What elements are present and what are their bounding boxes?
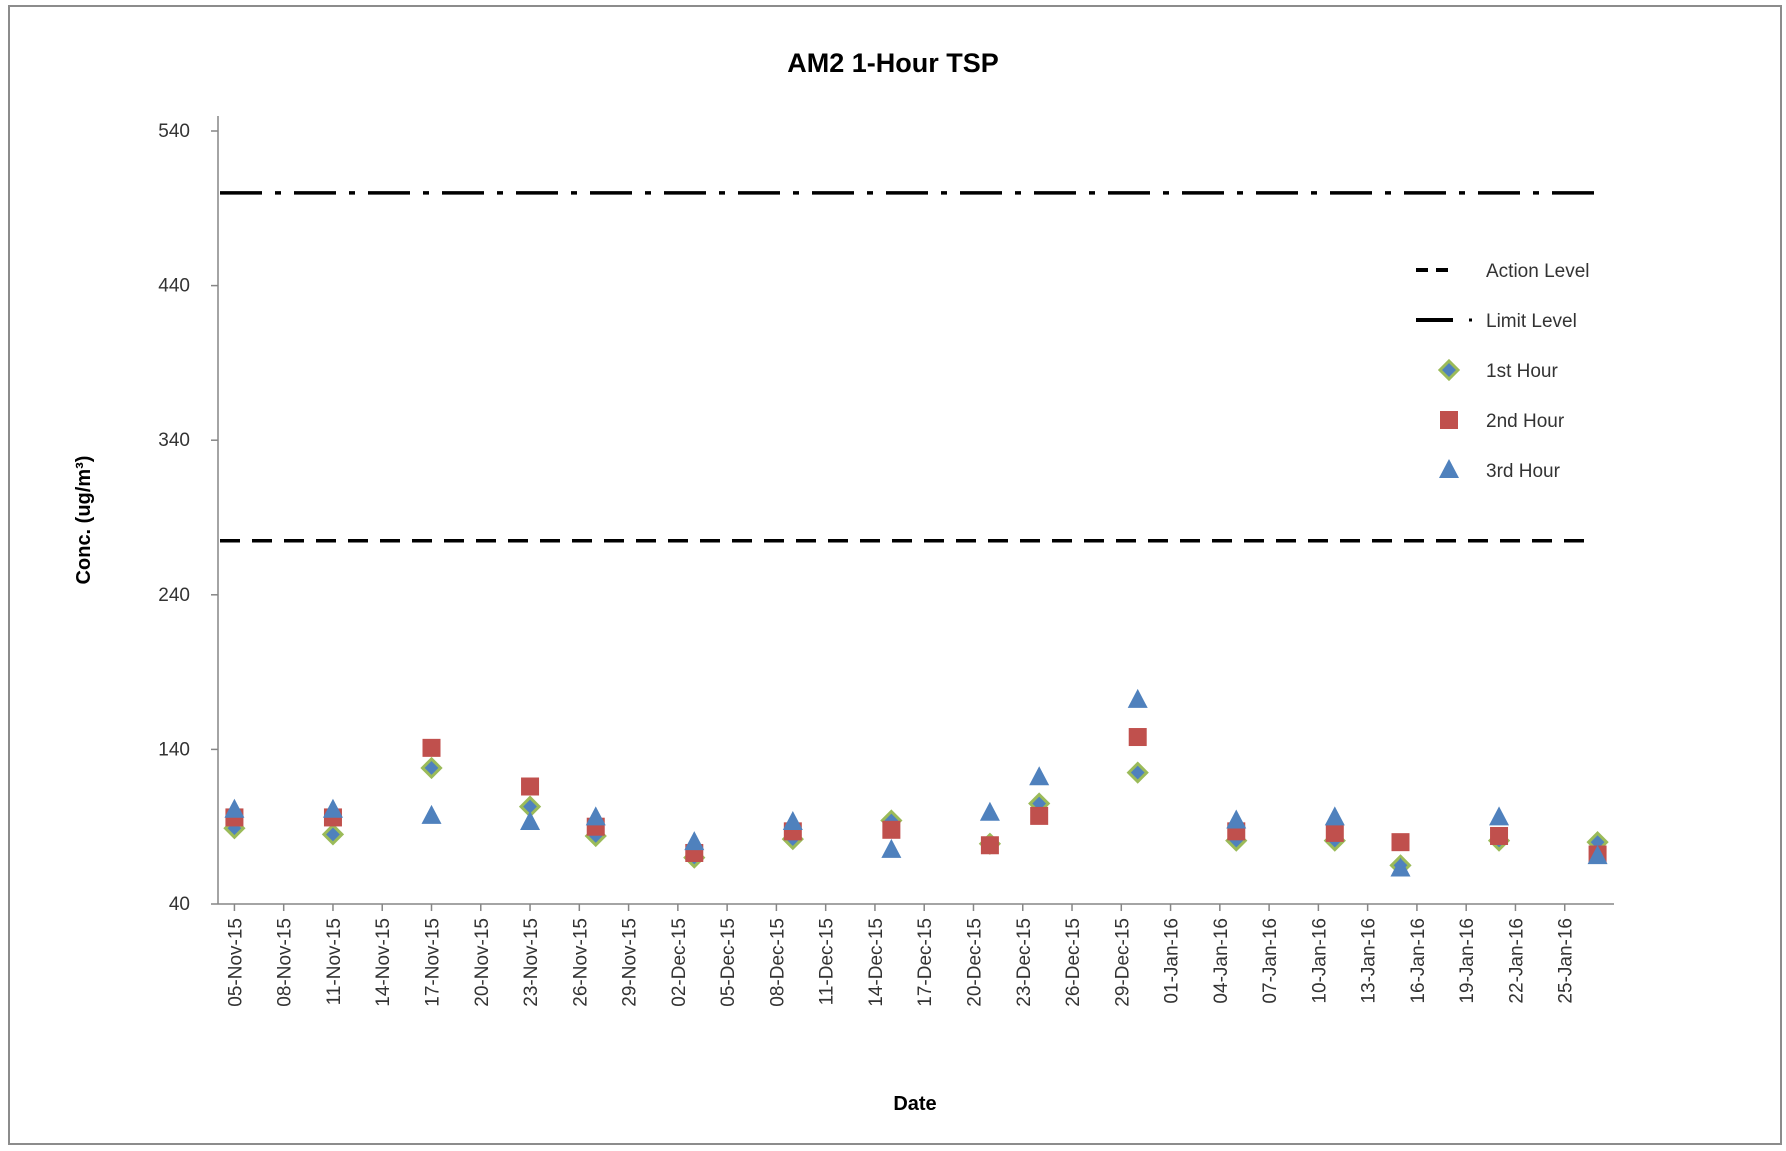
y-tick-label: 540 [158,121,190,142]
3rd-hour-point [782,811,803,831]
3rd-hour-point [1324,806,1345,826]
x-tick-label: 05-Dec-15 [718,918,739,1007]
x-tick-label: 26-Dec-15 [1063,918,1084,1007]
x-tick-label: 11-Nov-15 [324,918,345,1005]
x-tick-label: 25-Jan-16 [1556,918,1577,1004]
1st-hour-point [1126,761,1149,784]
x-tick-label: 23-Dec-15 [1014,918,1035,1007]
legend-swatch-3rd-hour [1439,459,1459,478]
2nd-hour-point [1391,833,1410,852]
x-axis-ticks: 05-Nov-15 08-Nov-15 11-Nov-15 14-Nov-15 17-N… [225,904,1577,1007]
3rd-hour-point [585,806,606,826]
x-tick-label: 07-Jan-16 [1260,918,1281,1004]
1st-hour-point [321,823,345,846]
x-tick-label: 17-Dec-15 [915,918,936,1007]
x-tick-label: 13-Jan-16 [1359,918,1380,1004]
x-axis-title: Date [893,1093,936,1115]
2nd-hour-point [1128,728,1147,747]
3rd-hour-point [421,804,442,824]
x-tick-label: 14-Dec-15 [866,918,887,1007]
legend-label: Limit Level [1486,311,1577,332]
x-tick-label: 26-Nov-15 [570,918,591,1007]
2nd-hour-point [521,777,540,796]
legend-label: 1st Hour [1486,361,1558,382]
y-axis-title: Conc. (ug/m³) [73,456,95,585]
x-tick-label: 29-Dec-15 [1112,918,1133,1007]
x-tick-label: 20-Nov-15 [472,918,493,1007]
legend-label: 3rd Hour [1486,461,1561,482]
x-tick-label: 22-Jan-16 [1506,918,1527,1004]
3rd-hour-point [224,798,245,818]
3rd-hour-point [1390,857,1411,877]
3rd-hour-point [979,801,1000,821]
3rd-hour-point [1489,806,1510,826]
chart-title: AM2 1-Hour TSP [787,48,999,78]
legend-label: 2nd Hour [1486,411,1565,432]
2nd-hour-point [1490,826,1509,845]
x-tick-label: 04-Jan-16 [1211,918,1232,1004]
x-tick-label: 02-Dec-15 [669,918,690,1007]
x-tick-label: 08-Dec-15 [767,918,788,1007]
chart-border [8,5,1782,1145]
2nd-hour-point [980,836,999,855]
x-tick-label: 08-Nov-15 [275,918,296,1007]
x-tick-label: 20-Dec-15 [964,918,985,1007]
reference-lines [220,191,1594,543]
legend-swatch-2nd-hour [1440,411,1458,429]
x-tick-label: 23-Nov-15 [521,918,542,1007]
3rd-hour-point [520,811,541,831]
3rd-hour-point [1127,688,1148,708]
x-tick-label: 17-Nov-15 [423,918,444,1007]
legend: Action Level Limit Level 1st Hour 2nd Hour 3… [1416,261,1590,482]
3rd-hour-point [881,838,902,858]
y-tick-label: 240 [158,585,190,606]
x-tick-label: 29-Nov-15 [620,918,641,1007]
x-tick-label: 01-Jan-16 [1162,918,1183,1004]
3rd-hour-point [684,831,705,851]
y-tick-label: 440 [158,276,190,297]
x-tick-label: 10-Jan-16 [1309,918,1330,1004]
3rd-hour-point [1587,845,1608,865]
2nd-hour-point [1030,806,1049,825]
x-tick-label: 19-Jan-16 [1457,918,1478,1004]
y-tick-label: 40 [169,894,190,915]
2nd-hour-point [882,820,901,839]
2nd-hour-point [1325,823,1344,842]
x-tick-label: 05-Nov-15 [225,918,246,1007]
x-tick-label: 11-Dec-15 [817,918,838,1005]
legend-swatch-1st-hour [1437,358,1461,382]
y-tick-label: 340 [158,430,190,451]
y-axis-ticks: 40 140 240 340 440 540 [158,121,218,915]
legend-label: Action Level [1486,261,1590,282]
x-tick-label: 14-Nov-15 [373,918,394,1007]
2nd-hour-point [422,738,441,757]
3rd-hour-point [322,798,343,818]
3rd-hour-point [1226,809,1247,829]
y-tick-label: 140 [158,739,190,760]
1st-hour-point [420,756,443,780]
3rd-hour-point [1029,766,1050,786]
data-points [223,688,1609,877]
x-tick-label: 16-Jan-16 [1408,918,1429,1004]
